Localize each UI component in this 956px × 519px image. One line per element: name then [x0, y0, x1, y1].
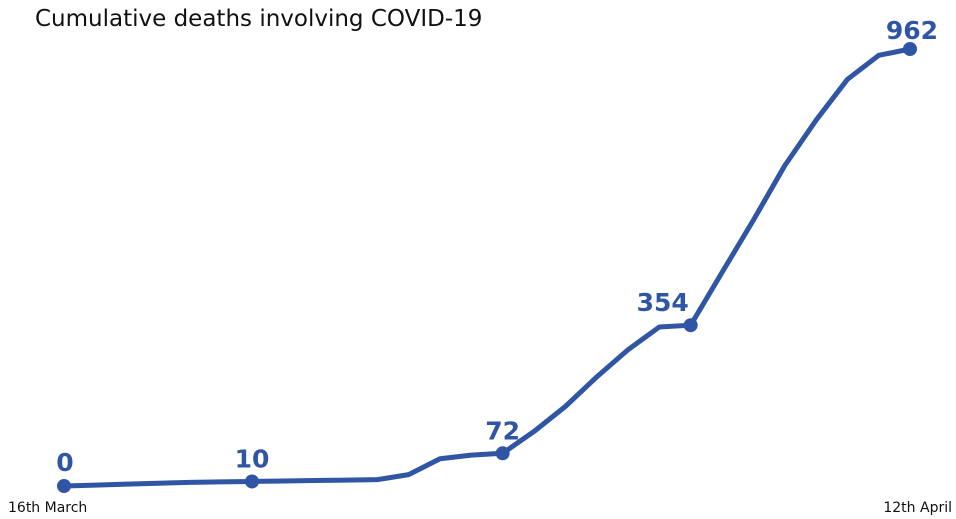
chart-title: Cumulative deaths involving COVID-19 [35, 6, 483, 32]
x-axis-start-label: 16th March [8, 500, 88, 516]
series-line [61, 46, 913, 489]
data-point-label: 354 [637, 288, 689, 317]
data-point-marker [245, 474, 259, 489]
data-point-marker [903, 42, 917, 56]
data-point-label: 10 [235, 444, 270, 473]
data-point-label: 962 [886, 16, 938, 45]
x-axis-end-label: 12th April [883, 500, 952, 516]
data-point-label: 72 [485, 416, 520, 445]
data-point-marker [495, 446, 510, 461]
data-point-label: 0 [56, 448, 73, 477]
data-point-marker [57, 479, 71, 493]
data-point-marker [683, 318, 698, 333]
